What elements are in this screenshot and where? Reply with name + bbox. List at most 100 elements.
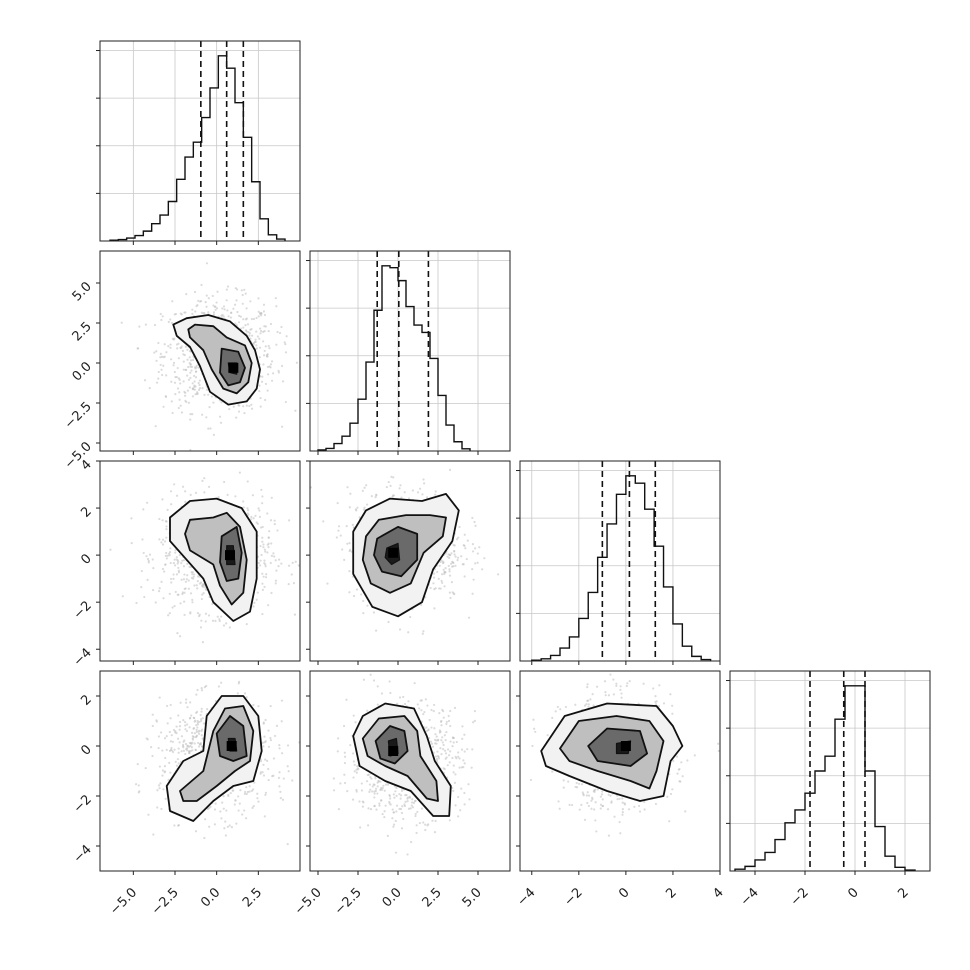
- scatter-point: [191, 387, 194, 390]
- scatter-point: [430, 742, 434, 745]
- scatter-point: [261, 536, 264, 539]
- scatter-point: [440, 719, 443, 723]
- scatter-point: [184, 742, 188, 746]
- scatter-point: [463, 733, 466, 736]
- scatter-point: [187, 378, 191, 381]
- scatter-point: [269, 736, 272, 740]
- scatter-point: [169, 717, 172, 720]
- scatter-point: [421, 632, 424, 635]
- scatter-point: [443, 570, 446, 574]
- scatter-point: [238, 471, 241, 474]
- scatter-point: [180, 411, 184, 414]
- scatter-point: [363, 506, 366, 509]
- scatter-point: [188, 717, 191, 720]
- scatter-point: [534, 730, 537, 733]
- scatter-point: [473, 520, 476, 524]
- scatter-point: [450, 581, 454, 584]
- scatter-point: [173, 824, 176, 827]
- scatter-point: [189, 493, 192, 496]
- scatter-point: [180, 735, 184, 738]
- scatter-point: [280, 699, 284, 702]
- scatter-point: [173, 558, 176, 561]
- scatter-point: [375, 808, 378, 811]
- scatter-point: [446, 555, 449, 558]
- scatter-point: [343, 558, 346, 561]
- scatter-point: [398, 793, 401, 796]
- scatter-point: [197, 741, 200, 745]
- scatter-point: [463, 791, 466, 795]
- scatter-point: [378, 802, 381, 805]
- scatter-point: [612, 693, 615, 696]
- scatter-point: [259, 559, 262, 562]
- scatter-point: [186, 389, 190, 392]
- scatter-point: [412, 801, 416, 805]
- scatter-point: [170, 321, 174, 325]
- scatter-point: [351, 798, 355, 801]
- scatter-point: [587, 794, 591, 797]
- scatter-point: [374, 496, 377, 499]
- scatter-point: [287, 564, 291, 567]
- scatter-point: [471, 550, 475, 553]
- scatter-point: [183, 390, 186, 393]
- scatter-point: [178, 398, 181, 401]
- scatter-point: [252, 605, 255, 608]
- scatter-point: [193, 720, 196, 723]
- scatter-point: [376, 781, 379, 784]
- hist-grid-0: [100, 41, 300, 241]
- scatter-point: [200, 619, 203, 622]
- scatter-point: [182, 353, 185, 356]
- scatter-point: [161, 498, 164, 501]
- scatter-point: [185, 748, 188, 751]
- scatter-point: [370, 777, 373, 780]
- scatter-point: [403, 803, 406, 806]
- scatter-point: [170, 380, 173, 383]
- scatter-point: [191, 737, 194, 740]
- scatter-point: [196, 587, 199, 590]
- scatter-point: [191, 735, 194, 738]
- scatter-point: [210, 395, 213, 398]
- hist-frame-0: [99, 40, 301, 242]
- scatter-point: [169, 318, 172, 321]
- scatter-point: [207, 297, 210, 300]
- scatter-point: [146, 557, 150, 561]
- scatter-point: [242, 405, 245, 408]
- scatter-point: [194, 310, 197, 313]
- scatter-point: [254, 514, 257, 517]
- scatter-point: [416, 810, 419, 814]
- scatter-point: [184, 490, 187, 493]
- scatter-point: [270, 360, 274, 363]
- scatter-point: [371, 785, 374, 788]
- scatter-point: [187, 587, 190, 590]
- scatter-point: [193, 584, 196, 587]
- scatter-point: [291, 561, 294, 565]
- scatter-point: [190, 731, 194, 734]
- pair-frame-0: [99, 250, 301, 452]
- scatter-point: [379, 780, 382, 783]
- scatter-point: [322, 520, 325, 523]
- scatter-point: [163, 570, 166, 573]
- scatter-point: [134, 783, 138, 786]
- scatter-point: [189, 365, 192, 368]
- scatter-point: [266, 365, 270, 369]
- scatter-point: [453, 544, 456, 547]
- scatter-point: [246, 512, 249, 515]
- scatter-point: [275, 343, 278, 346]
- scatter-point: [406, 796, 410, 799]
- scatter-point: [621, 811, 624, 814]
- scatter-point: [422, 713, 425, 716]
- scatter-point: [174, 393, 177, 396]
- scatter-point: [355, 588, 359, 591]
- scatter-point: [177, 747, 180, 750]
- scatter-point: [349, 492, 352, 495]
- scatter-point: [430, 708, 433, 712]
- scatter-point: [157, 341, 160, 345]
- scatter-point: [258, 346, 262, 349]
- scatter-point: [440, 724, 443, 727]
- scatter-point: [181, 559, 184, 562]
- scatter-point: [130, 517, 133, 520]
- scatter-point: [399, 807, 403, 811]
- scatter-point: [411, 489, 414, 492]
- scatter-point: [378, 804, 381, 807]
- scatter-point: [187, 579, 190, 582]
- scatter-point: [174, 548, 177, 552]
